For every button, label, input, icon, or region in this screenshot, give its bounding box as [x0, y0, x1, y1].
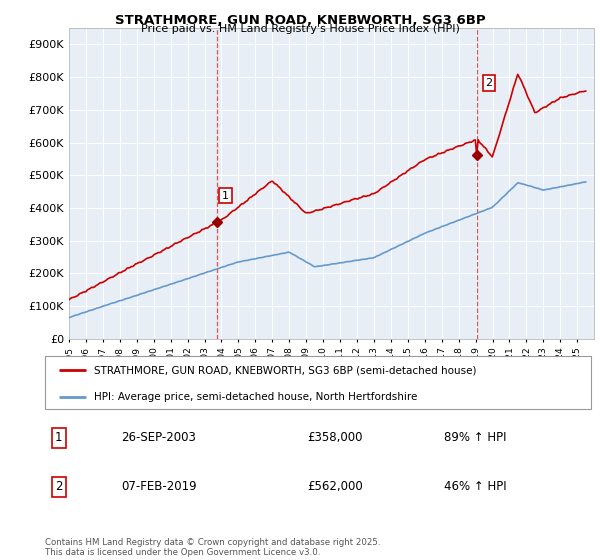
Text: 2: 2 — [55, 480, 62, 493]
Text: 89% ↑ HPI: 89% ↑ HPI — [443, 431, 506, 445]
Text: STRATHMORE, GUN ROAD, KNEBWORTH, SG3 6BP (semi-detached house): STRATHMORE, GUN ROAD, KNEBWORTH, SG3 6BP… — [94, 366, 476, 376]
Text: 2: 2 — [485, 78, 493, 88]
Text: 07-FEB-2019: 07-FEB-2019 — [121, 480, 197, 493]
Text: Price paid vs. HM Land Registry's House Price Index (HPI): Price paid vs. HM Land Registry's House … — [140, 24, 460, 34]
FancyBboxPatch shape — [45, 356, 591, 409]
Text: STRATHMORE, GUN ROAD, KNEBWORTH, SG3 6BP: STRATHMORE, GUN ROAD, KNEBWORTH, SG3 6BP — [115, 14, 485, 27]
Text: £562,000: £562,000 — [307, 480, 363, 493]
Text: 46% ↑ HPI: 46% ↑ HPI — [443, 480, 506, 493]
Text: HPI: Average price, semi-detached house, North Hertfordshire: HPI: Average price, semi-detached house,… — [94, 392, 418, 402]
Text: Contains HM Land Registry data © Crown copyright and database right 2025.
This d: Contains HM Land Registry data © Crown c… — [45, 538, 380, 557]
Text: 1: 1 — [55, 431, 62, 445]
Text: 1: 1 — [222, 190, 229, 200]
Text: £358,000: £358,000 — [307, 431, 362, 445]
Text: 26-SEP-2003: 26-SEP-2003 — [121, 431, 196, 445]
